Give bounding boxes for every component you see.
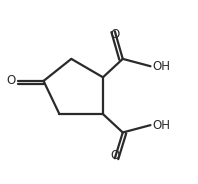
Text: OH: OH bbox=[152, 119, 170, 132]
Text: O: O bbox=[110, 28, 119, 41]
Text: O: O bbox=[110, 149, 119, 162]
Text: OH: OH bbox=[152, 60, 170, 73]
Text: O: O bbox=[6, 75, 15, 87]
